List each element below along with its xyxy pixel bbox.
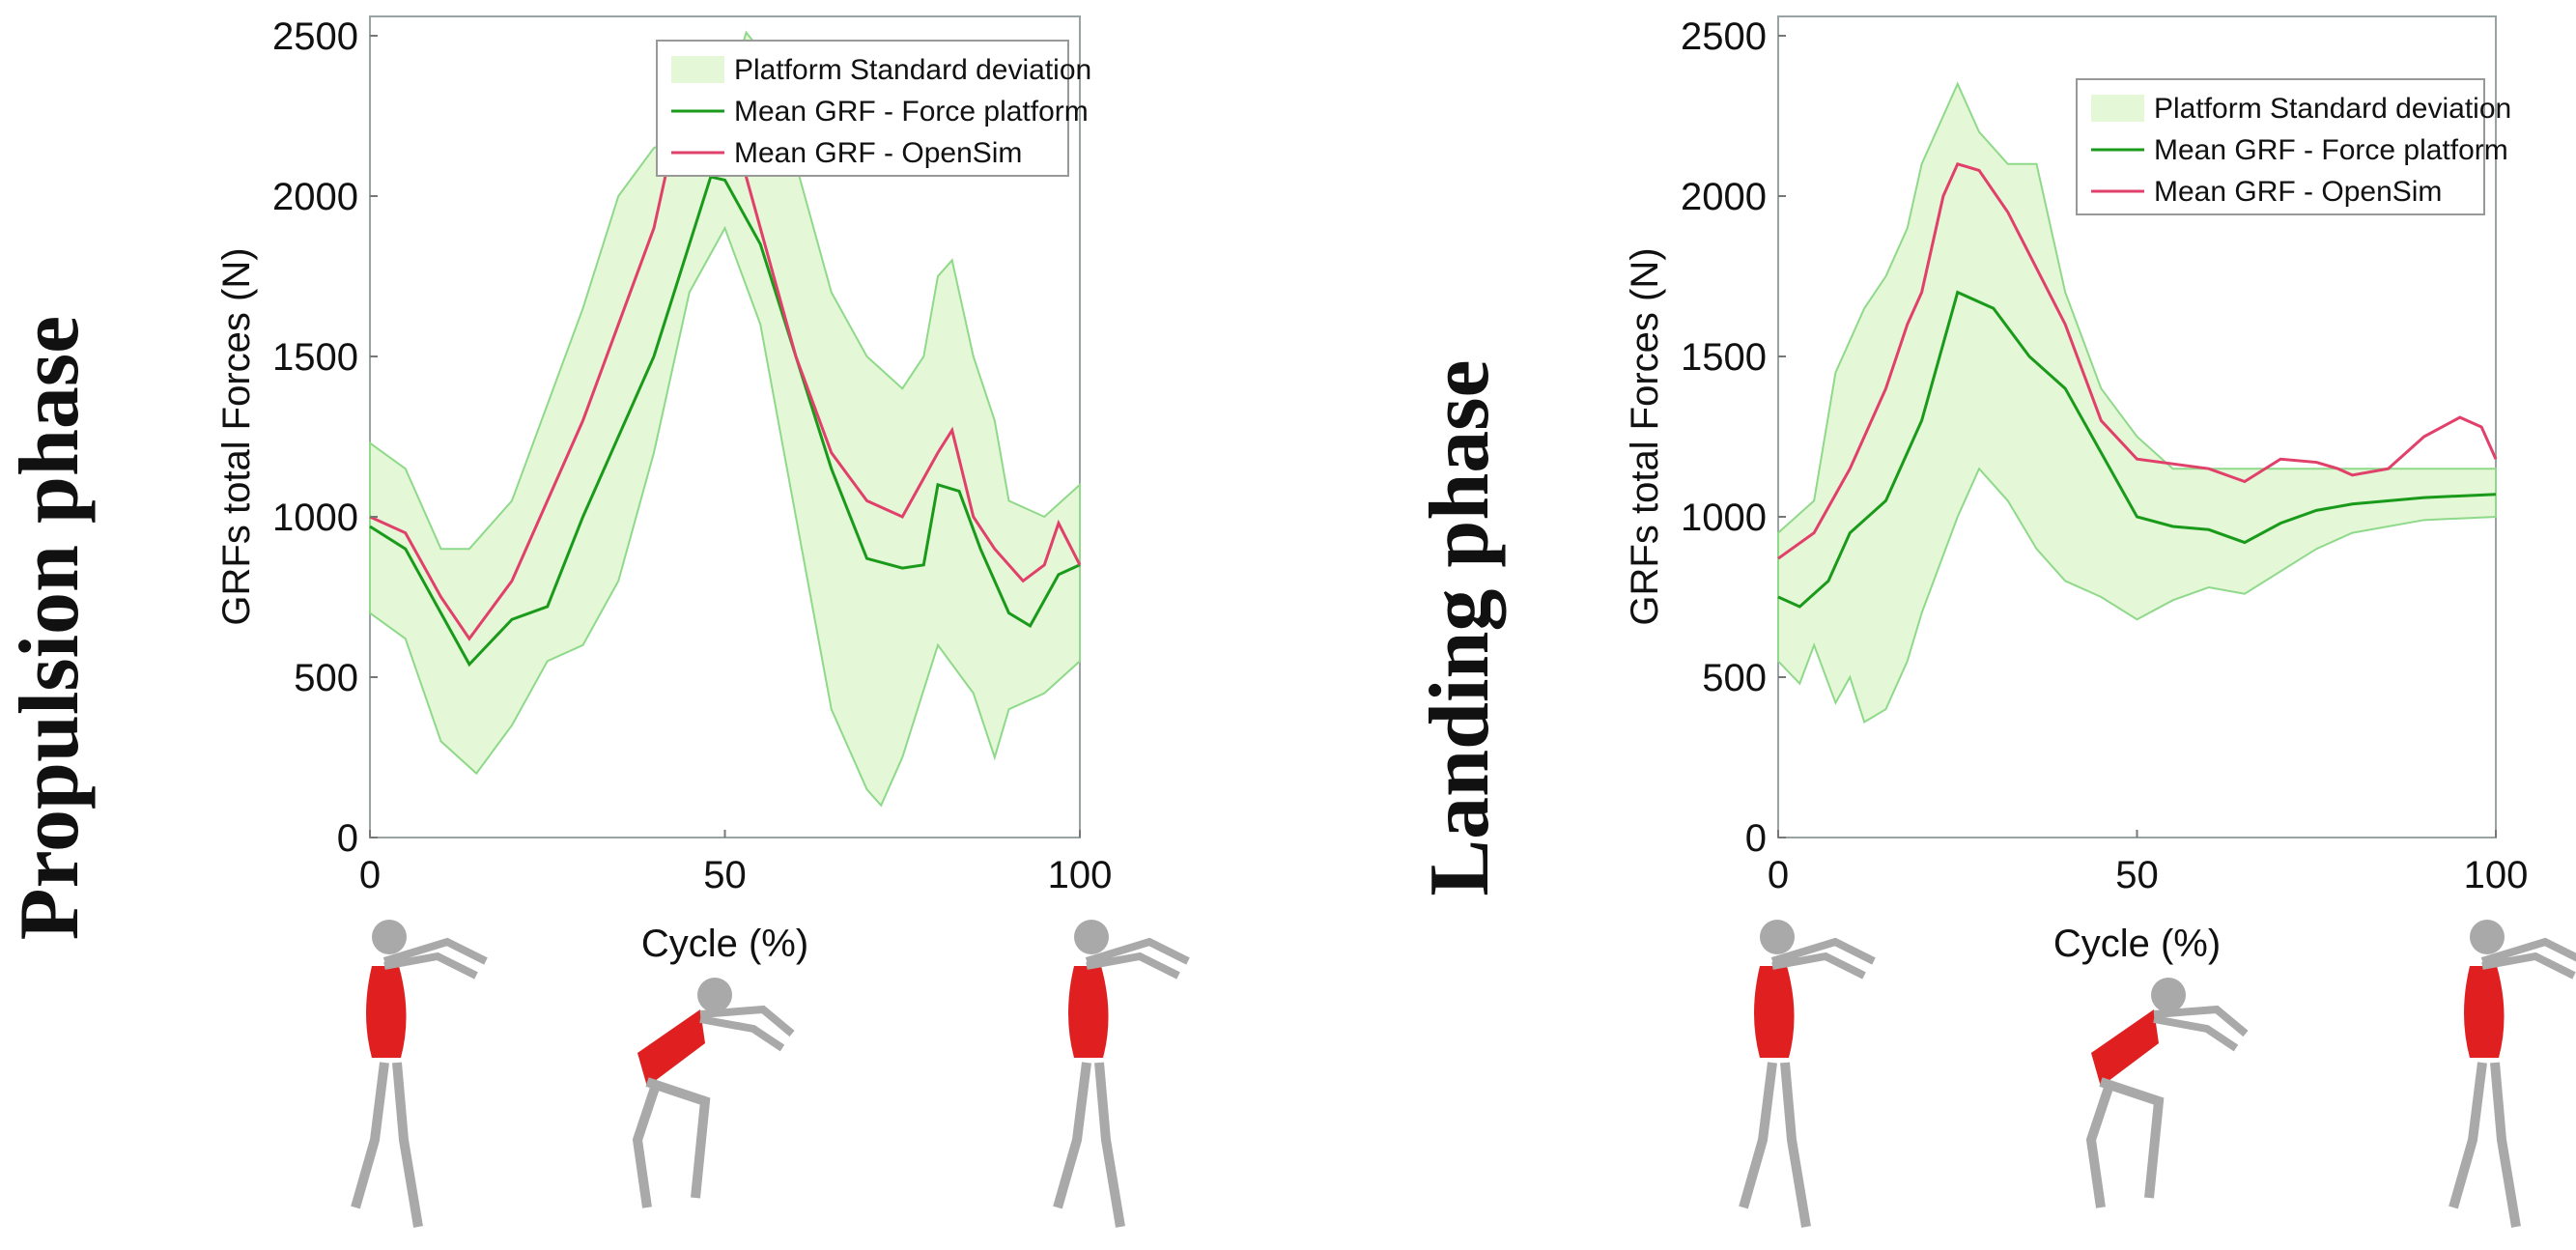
skeleton-legs: [1739, 1062, 1811, 1228]
y-tick-label: 2500: [272, 15, 358, 58]
legend: Platform Standard deviation Mean GRF - Fo…: [656, 40, 1091, 177]
skeleton-arms: [2480, 937, 2576, 980]
std-deviation-band: [1777, 81, 2497, 724]
legend-entry: Mean GRF - OpenSim: [2154, 176, 2442, 208]
x-tick-label: 0: [359, 854, 381, 896]
skeleton-figure: [1739, 920, 1876, 1228]
skeleton-head: [2470, 920, 2505, 954]
skeleton-torso: [2091, 1009, 2159, 1087]
legend-entry: Platform Standard deviation: [2154, 93, 2511, 125]
y-axis-label: GRFs total Forces (N): [215, 247, 258, 625]
legend-box: [2076, 78, 2485, 215]
chart-panel-2: Landing phase 0 500 1000 1500 2000 2500 0 50 100 C…: [1413, 15, 2576, 1228]
skeleton-figure: [1053, 920, 1190, 1228]
opensim-line: [369, 54, 1082, 641]
legend: Platform Standard deviation Mean GRF - Fo…: [2076, 78, 2511, 215]
skeleton-figure: [632, 978, 795, 1208]
y-tick-label: 500: [1702, 657, 1767, 699]
chart-panel-1: Propulsion phase 0 500 1000 1500 2000 2500 0 50 1…: [3, 15, 1190, 1228]
y-tick-label: 1500: [1681, 336, 1767, 379]
skeleton-head: [1760, 920, 1795, 954]
legend-entry: Mean GRF - Force platform: [734, 96, 1089, 128]
skeleton-figure: [2085, 978, 2249, 1208]
force-platform-line: [369, 175, 1081, 668]
legend-swatch-band: [2091, 95, 2144, 122]
legend-box: [656, 40, 1069, 177]
skeleton-legs: [2449, 1062, 2521, 1228]
skeleton-torso: [637, 1009, 705, 1087]
x-tick-label: 100: [1048, 854, 1113, 896]
phase-label: Landing phase: [1413, 359, 1507, 895]
y-tick-label: 1000: [272, 497, 358, 539]
x-tick-label: 50: [2115, 854, 2159, 896]
skeleton-arms: [2153, 1005, 2249, 1052]
force-platform-line: [1777, 290, 2497, 609]
skeleton-legs: [632, 1077, 711, 1208]
skeleton-torso: [366, 966, 407, 1058]
skeleton-legs: [351, 1062, 423, 1228]
y-tick-label: 0: [337, 817, 358, 860]
y-tick-label: 2000: [1681, 176, 1767, 218]
skeleton-arms: [1085, 937, 1190, 980]
skeleton-legs: [1053, 1062, 1125, 1228]
legend-entry: Platform Standard deviation: [734, 54, 1091, 86]
skeleton-head: [372, 920, 407, 954]
skeleton-figure: [2449, 920, 2576, 1228]
y-tick-label: 2000: [272, 176, 358, 218]
y-tick-label: 1500: [272, 336, 358, 379]
x-tick-label: 100: [2464, 854, 2529, 896]
skeleton-arms: [1770, 937, 1876, 980]
opensim-line: [1777, 161, 2498, 560]
phase-label: Propulsion phase: [3, 316, 97, 940]
skeleton-arms: [699, 1005, 795, 1052]
skeleton-head: [697, 978, 732, 1012]
legend-swatch-band: [671, 56, 724, 83]
skeleton-torso: [1754, 966, 1795, 1058]
x-tick-label: 0: [1768, 854, 1789, 896]
y-axis-label: GRFs total Forces (N): [1624, 247, 1666, 625]
y-tick-label: 2500: [1681, 15, 1767, 58]
y-tick-label: 0: [1745, 817, 1767, 860]
skeleton-torso: [1068, 966, 1109, 1058]
skeleton-head: [2151, 978, 2186, 1012]
y-tick-label: 500: [294, 657, 358, 699]
x-axis-label: Cycle (%): [2053, 923, 2221, 965]
x-tick-label: 50: [703, 854, 747, 896]
legend-entry: Mean GRF - Force platform: [2154, 134, 2508, 166]
skeleton-head: [1074, 920, 1109, 954]
skeleton-legs: [2085, 1077, 2165, 1208]
skeleton-arms: [382, 937, 488, 980]
skeleton-torso: [2464, 966, 2505, 1058]
skeleton-figure: [351, 920, 488, 1228]
y-tick-label: 1000: [1681, 497, 1767, 539]
legend-entry: Mean GRF - OpenSim: [734, 137, 1022, 169]
x-axis-label: Cycle (%): [641, 923, 808, 965]
